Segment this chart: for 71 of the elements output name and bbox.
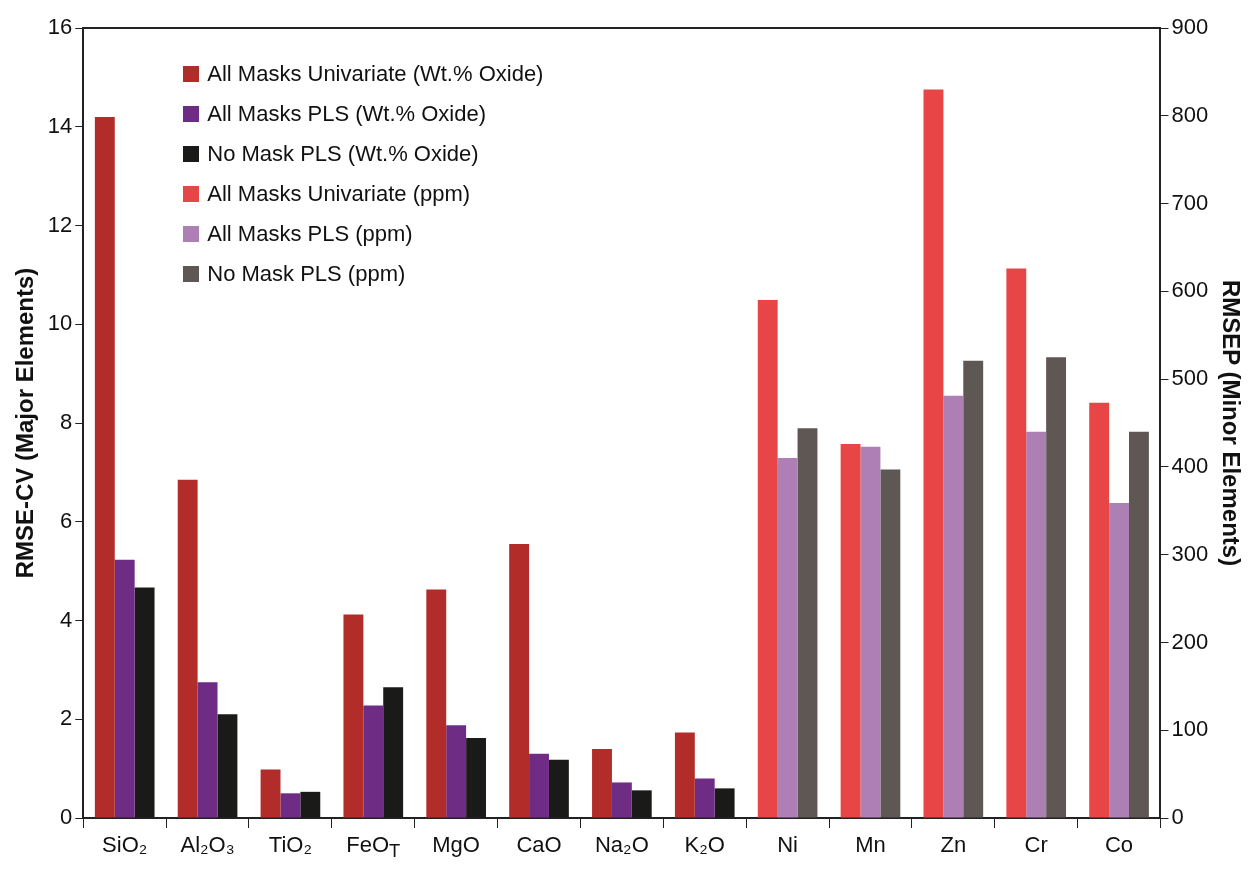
bar [1046,357,1067,818]
y2-tick-label: 900 [1171,14,1209,40]
x-tick-label: Co [1104,832,1135,858]
bar [1006,268,1027,818]
legend-label: All Masks Univariate (ppm) [207,181,471,207]
y-tick-label: 2 [60,705,73,731]
bar [114,559,135,818]
bar [343,614,364,818]
bar [923,89,944,818]
x-tick-label: TiO₂ [268,832,312,857]
bar [426,589,447,818]
x-tick-label: Mn [854,832,887,858]
bar [280,793,301,818]
y2-tick-label: 700 [1171,189,1209,215]
y-tick-label: 16 [47,14,73,40]
x-tick-label: Zn [939,832,968,858]
bar [860,446,881,818]
bar [777,458,798,818]
x-tick-label: Na₂O [594,832,650,858]
bar [840,444,861,818]
bar [177,479,198,818]
y-tick-label: 12 [47,211,73,237]
y-tick-label: 10 [47,310,73,336]
legend-label: No Mask PLS (Wt.% Oxide) [207,141,479,167]
bar [757,300,778,818]
y-tick-label: 8 [60,409,73,435]
y2-tick-label: 600 [1171,277,1209,303]
x-tick-label: CaO [516,832,562,857]
bar [592,748,612,818]
y2-tick-label: 300 [1171,540,1209,566]
bar [363,705,384,818]
x-tick-label: Al₂O₃ [179,832,236,858]
bar [509,543,530,818]
y-axis-title: RMSE-CV (Major Elements) [11,267,39,579]
y2-tick-label: 100 [1171,716,1209,742]
bar [674,732,695,818]
x-tick-label: Cr [1023,832,1049,858]
x-tick-label: MgO [432,832,480,857]
bar [1026,431,1047,818]
bar [797,428,818,818]
bar [611,782,632,818]
y-tick-label: 14 [47,112,73,138]
bar [197,682,218,818]
legend-label: No Mask PLS (ppm) [207,261,406,287]
x-tick-label: K₂O [684,832,725,857]
y-tick-label: 6 [60,507,73,533]
y2-tick-label: 0 [1171,804,1184,830]
bar [446,725,467,818]
bar [943,395,964,818]
bar [529,753,549,818]
bar [260,769,281,818]
y2-tick-label: 800 [1171,101,1209,127]
legend-label: All Masks Univariate (Wt.% Oxide) [207,61,544,87]
y2-tick-label: 500 [1171,365,1209,391]
y2-tick-label: 400 [1171,452,1209,478]
x-tick-label: SiO₂ [102,832,148,857]
x-tick-label: Ni [776,832,799,858]
bar [694,778,715,818]
bar [1089,402,1110,818]
bar [94,116,115,818]
y-tick-label: 0 [60,804,73,830]
y2-axis-title: RMSEP (Minor Elements) [1217,279,1245,567]
bar [880,469,901,818]
y2-tick-label: 200 [1171,628,1209,654]
bar [963,360,984,818]
x-tick-label: FeO$_{T}$ [345,832,402,864]
y-tick-label: 4 [60,606,73,632]
bar [1109,502,1130,818]
legend-label: All Masks PLS (ppm) [207,221,413,247]
bar [1129,431,1149,818]
legend-label: All Masks PLS (Wt.% Oxide) [207,101,486,127]
